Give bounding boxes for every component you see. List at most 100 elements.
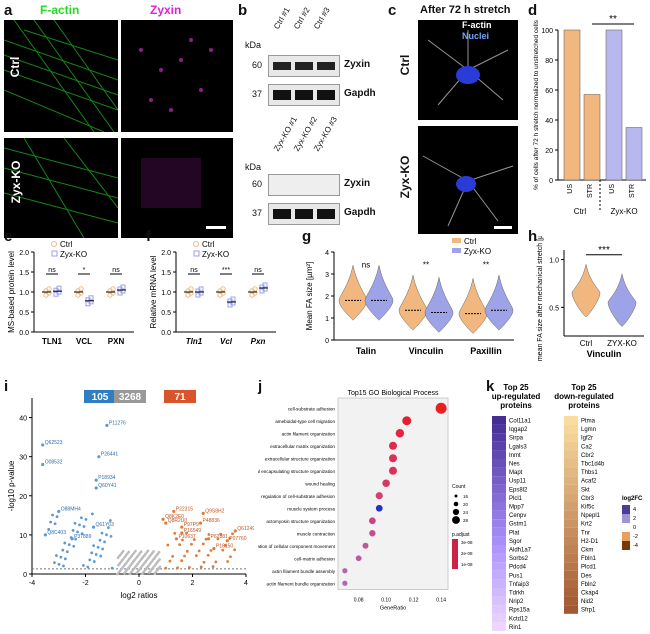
k-up-gene: Pus1 <box>509 573 523 579</box>
i-count: 105 <box>92 392 109 403</box>
i-ylabel: -log10 p-value <box>7 460 16 511</box>
k-down-gene: Ptma <box>581 419 596 425</box>
k-up-gene: Sgor <box>509 539 522 545</box>
k-down-gene: Ckap4 <box>581 591 599 597</box>
j-term: extracellular matrix organization <box>270 444 335 449</box>
i-count: 71 <box>174 392 186 403</box>
row-label-ctrl-a: Ctrl <box>8 56 22 78</box>
f-ytick-label: 0.0 <box>161 330 171 337</box>
i-pt-up <box>224 544 227 547</box>
k-down-gene: Acaf2 <box>581 479 597 485</box>
k-up-cell <box>492 613 506 623</box>
i-pt-down <box>82 525 86 528</box>
j-term: actomyosin structure organization <box>266 519 335 524</box>
h-ytick-label: 0.5 <box>549 305 559 312</box>
g-cat: Talin <box>356 346 376 356</box>
i-pt-up <box>185 549 189 553</box>
i-up-label: P62881 <box>211 534 228 540</box>
e-sig: ns <box>48 267 56 274</box>
i-pt-down <box>49 520 53 524</box>
g-violin-ctrl <box>398 275 428 331</box>
i-up-label: P48836 <box>203 518 220 524</box>
j-xtick: 0.12 <box>409 598 419 604</box>
k-down-cell <box>564 476 578 485</box>
k-up-cell <box>492 536 506 545</box>
i-ytick-label: 20 <box>19 494 27 501</box>
k-up-gene: Nrip2 <box>509 599 524 605</box>
j-dot <box>369 530 376 537</box>
i-pt-ns <box>121 558 124 562</box>
legend-nuclei-c: Nuclei <box>462 31 490 41</box>
k-down-cell <box>564 467 578 477</box>
k-up-gene: Nes <box>509 462 520 468</box>
chart-g: 0 1 2 3 4 Mean FA size [µm²] ns Talin ** Vinculin… <box>305 237 514 356</box>
d-ytick-label: 20 <box>545 148 553 155</box>
k-up-cell <box>492 605 506 614</box>
e-legend-ko: Zyx-KO <box>60 250 87 259</box>
k-down-gene: Sfrp1 <box>581 608 596 614</box>
chart-d: 0 20 40 60 80 100 US STR US STR Ctrl Zyx-KO ** % of c… <box>533 14 646 216</box>
i-pt-up <box>209 549 213 552</box>
k-down-gene: Plcd1 <box>581 565 597 571</box>
j-dot <box>375 492 383 500</box>
i-pt-ns <box>141 556 145 559</box>
g-sig: ** <box>483 260 489 269</box>
i-pt-up-labeled <box>174 537 179 541</box>
k-down-cell <box>564 424 578 434</box>
j-term: muscle contraction <box>297 531 336 536</box>
d-bar <box>563 29 581 181</box>
i-pt-down <box>86 565 90 569</box>
f-cat: Vcl <box>220 337 233 346</box>
i-pt-ns <box>119 553 122 556</box>
i-pt-up <box>228 537 232 540</box>
j-term: external encapsulating structure organiz… <box>258 469 335 474</box>
panel-h-label: h <box>528 228 538 245</box>
i-pt-down <box>84 518 88 521</box>
j-xlabel: GeneRatio <box>380 606 406 612</box>
i-pt-down <box>67 543 71 546</box>
e-ytick-label: 0.0 <box>19 330 29 337</box>
panel-j-label: j <box>258 378 263 395</box>
i-pt-down <box>92 544 96 548</box>
row-label-ko-a: Zyx-KO <box>9 160 23 204</box>
k-up-cell <box>492 476 506 485</box>
j-term: ameboidal-type cell migration <box>275 419 335 424</box>
f-ylabel: Relative mRNA level <box>149 255 158 328</box>
i-pt-ns <box>117 571 121 574</box>
i-pt-up <box>216 537 220 541</box>
j-term: wound healing <box>305 481 335 486</box>
g-legend-ko-mark <box>452 248 461 253</box>
d-cat-label: STR <box>587 184 594 198</box>
i-pt-down <box>72 544 76 548</box>
d-group: Zyx-KO <box>610 207 637 216</box>
k-legend-swatch <box>622 514 630 523</box>
j-term: extracellular structure organization <box>265 456 336 461</box>
i-pt-up <box>202 560 206 564</box>
k-up-gene: Col11a1 <box>509 419 532 425</box>
j-dot <box>389 441 397 450</box>
kda-bottom: kDa <box>245 162 262 172</box>
i-pt-up <box>178 543 182 547</box>
i-pt-up <box>201 542 205 546</box>
micrograph-c-ctrl <box>418 20 518 120</box>
i-pt-ns <box>157 567 160 570</box>
k-down-gene: Fbln2 <box>581 582 597 588</box>
f-legend-ko: Zyx-KO <box>202 250 229 259</box>
d-ytick-label: 100 <box>541 28 553 35</box>
e-ytick-label: 1.5 <box>19 270 29 277</box>
i-pt-down <box>62 564 65 568</box>
g-ylabel: Mean FA size [µm²] <box>305 262 314 331</box>
j-count-val: 24 <box>463 510 469 515</box>
i-pt-down <box>96 545 100 549</box>
i-pt-up <box>219 532 223 536</box>
e-pt-ko <box>88 295 94 301</box>
i-pt-up-labeled <box>172 509 176 514</box>
f-cat: Pxn <box>251 337 266 346</box>
i-down-label: P18934 <box>98 475 115 481</box>
d-ytick-label: 40 <box>545 118 553 125</box>
k-down-gene: Thbs1 <box>581 470 598 476</box>
k-down-cell <box>564 596 578 606</box>
j-count-val: 28 <box>463 518 469 523</box>
i-pt-up <box>231 532 234 536</box>
i-pt-down-labeled <box>105 423 109 427</box>
